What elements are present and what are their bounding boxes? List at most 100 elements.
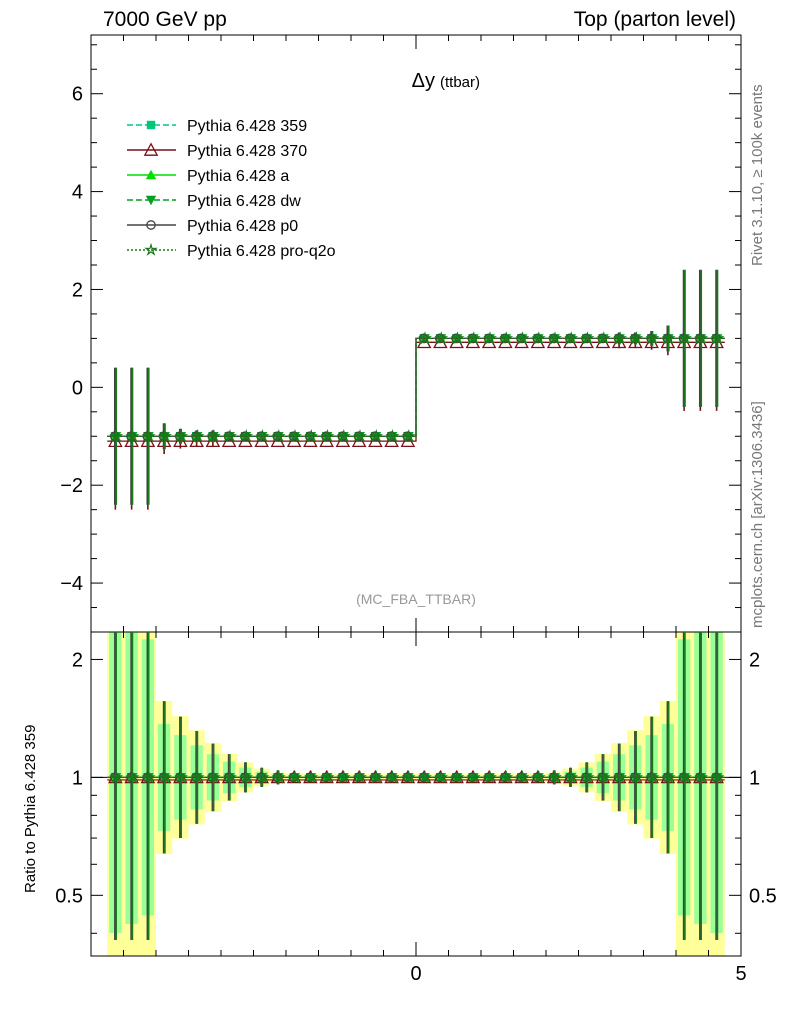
ratio-data-point — [271, 770, 286, 784]
legend-marker — [145, 169, 157, 180]
data-point — [580, 331, 595, 345]
ratio-data-point — [125, 770, 140, 784]
ratio-y-tick-label-right: 1 — [749, 767, 760, 789]
ratio-x-tick-label: 0 — [410, 963, 421, 985]
ratio-x-tick-label: 5 — [735, 963, 746, 985]
data-point — [515, 331, 530, 345]
ratio-data-point — [288, 770, 302, 784]
main-y-tick-label: −4 — [60, 573, 83, 595]
data-point — [173, 433, 188, 448]
ratio-data-point — [661, 770, 676, 784]
legend-marker — [146, 220, 156, 230]
ratio-data-point — [206, 770, 221, 784]
mcplots-label: mcplots.cern.ch [arXiv:1306.3436] — [749, 401, 766, 628]
data-point — [434, 331, 449, 345]
data-point — [125, 429, 140, 443]
data-point — [336, 429, 351, 443]
ratio-y-tick-label-left: 0.5 — [55, 885, 83, 907]
ratio-y-axis-label: Ratio to Pythia 6.428 359 — [22, 724, 39, 893]
legend — [127, 120, 176, 256]
data-point — [629, 331, 644, 345]
data-point — [564, 331, 579, 345]
data-point — [238, 433, 253, 448]
ratio-data-point — [158, 770, 172, 784]
data-point — [418, 331, 433, 345]
ratio-data-point — [450, 770, 465, 784]
ratio-data-point — [678, 770, 692, 784]
data-point — [531, 331, 546, 345]
plot-title: Δy — [412, 70, 435, 92]
ratio-data-point — [174, 770, 189, 784]
data-point — [385, 429, 400, 443]
ratio-data-point — [466, 770, 481, 784]
ratio-data-point — [369, 770, 384, 784]
ratio-data-point — [385, 770, 400, 784]
legend-marker — [143, 142, 159, 156]
ratio-data-point — [304, 770, 319, 784]
ratio-data-point — [401, 770, 416, 784]
header-right-label: Top (parton level) — [573, 8, 736, 31]
data-point — [548, 331, 563, 345]
data-point — [499, 331, 514, 345]
data-point — [190, 429, 205, 443]
data-point — [270, 433, 286, 448]
ratio-y-tick-label-left: 2 — [72, 649, 83, 671]
legend-label: Pythia 6.428 dw — [187, 193, 301, 210]
data-point — [384, 433, 399, 448]
data-point — [369, 429, 384, 443]
ratio-data-point — [694, 770, 709, 784]
ratio-y-tick-label-left: 1 — [72, 767, 83, 789]
data-point — [613, 331, 628, 345]
analysis-watermark: (MC_FBA_TTBAR) — [356, 591, 476, 607]
data-point — [174, 429, 189, 443]
data-point — [710, 331, 725, 345]
data-point — [335, 433, 351, 448]
data-point — [645, 331, 660, 345]
ratio-data-point — [613, 770, 627, 784]
ratio-data-point — [336, 770, 351, 784]
data-point — [401, 429, 416, 443]
ratio-data-point — [109, 770, 124, 784]
ratio-data-point — [353, 770, 367, 784]
main-y-tick-label: 2 — [72, 279, 83, 301]
data-point — [466, 331, 481, 345]
data-point — [221, 433, 237, 448]
ratio-data-point — [320, 770, 335, 784]
legend-label: Pythia 6.428 a — [187, 168, 289, 185]
header-left-label: 7000 GeV pp — [103, 8, 227, 31]
main-y-tick-label: 0 — [72, 377, 83, 399]
legend-label: Pythia 6.428 370 — [187, 143, 307, 160]
ratio-data-point — [531, 770, 546, 784]
legend-label: Pythia 6.428 359 — [187, 118, 307, 135]
main-y-tick-label: 4 — [72, 182, 83, 204]
data-point — [319, 433, 334, 448]
ratio-data-point — [564, 770, 579, 784]
data-point — [351, 433, 367, 448]
ratio-y-tick-label-right: 0.5 — [749, 885, 777, 907]
ratio-data-point — [515, 770, 530, 784]
ratio-y-tick-label-right: 2 — [749, 649, 760, 671]
legend-label: Pythia 6.428 p0 — [187, 218, 298, 235]
data-point — [206, 429, 221, 443]
ratio-data-point — [596, 770, 611, 784]
series-5-group — [107, 269, 725, 505]
data-point — [596, 331, 611, 345]
ratio-data-point — [255, 770, 270, 784]
legend-marker — [146, 120, 156, 130]
data-point — [205, 433, 221, 448]
data-point — [271, 429, 286, 443]
data-point — [353, 429, 368, 443]
data-point — [141, 429, 156, 443]
ratio-data-point — [190, 770, 205, 784]
data-point — [678, 331, 693, 345]
ratio-data-point — [645, 770, 660, 784]
legend-marker — [144, 242, 158, 256]
data-point — [254, 433, 269, 448]
ratio-data-point — [239, 770, 254, 784]
data-point — [694, 331, 709, 345]
ratio-data-point — [418, 770, 432, 784]
data-point — [255, 429, 270, 443]
main-y-tick-label: 6 — [72, 84, 83, 106]
ratio-data-point — [710, 770, 725, 784]
